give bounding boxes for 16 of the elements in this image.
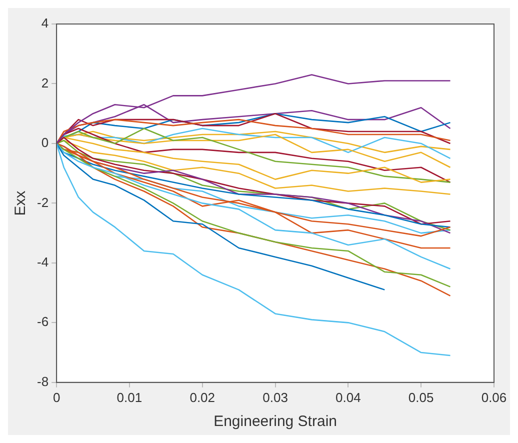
y-tick-label: -8 <box>36 374 49 389</box>
x-tick-label: 0.01 <box>116 390 142 405</box>
x-tick-label: 0.05 <box>408 390 434 405</box>
y-axis-title: Exx <box>12 190 30 216</box>
y-tick-label: -4 <box>36 254 49 270</box>
y-tick-label: -2 <box>36 194 49 210</box>
y-tick-label: 0 <box>41 135 49 150</box>
y-tick-label: 4 <box>41 16 49 31</box>
x-tick-label: 0.06 <box>481 390 507 405</box>
x-tick-label: 0.04 <box>336 390 361 405</box>
x-axis-title: Engineering Strain <box>214 413 337 430</box>
y-tick-label: 2 <box>41 75 49 90</box>
x-tick-label: 0 <box>52 390 60 405</box>
x-tick-label: 0.03 <box>262 390 288 405</box>
x-tick-label: 0.02 <box>190 390 216 405</box>
y-tick-label: -6 <box>36 314 49 330</box>
